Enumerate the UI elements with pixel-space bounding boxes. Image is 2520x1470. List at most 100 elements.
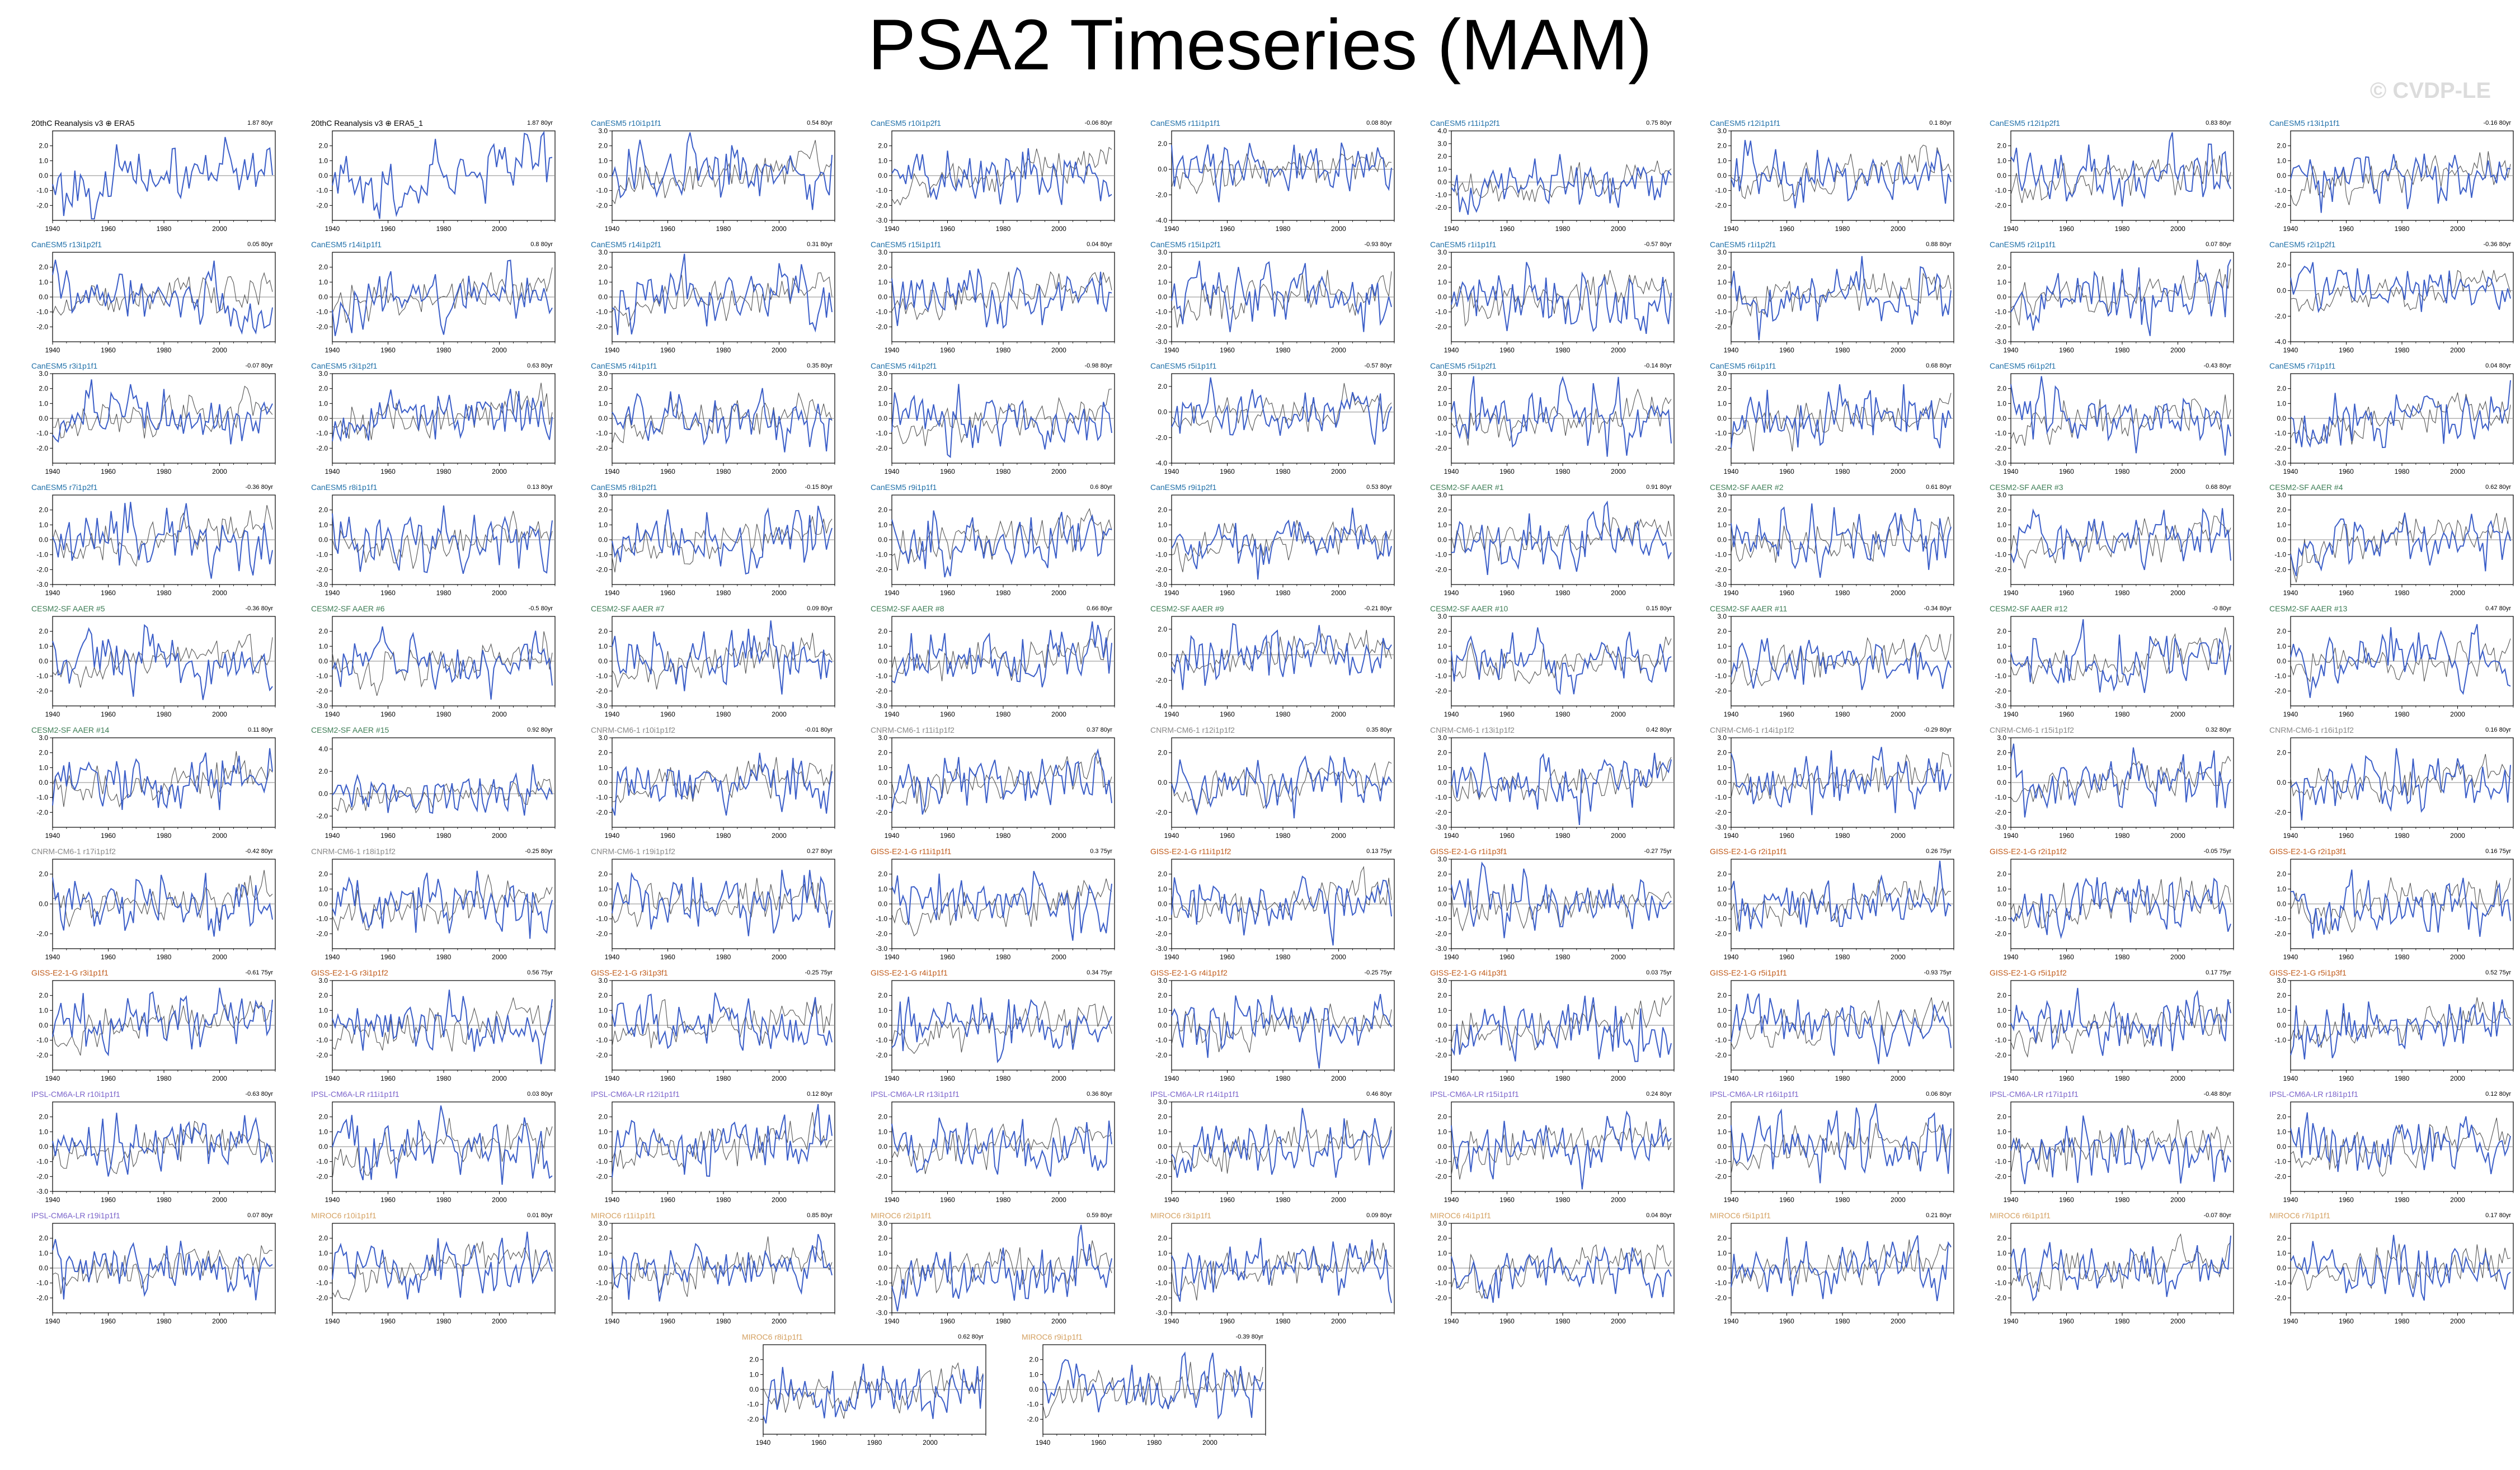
member-series-line <box>332 764 553 816</box>
y-tick-label: -2.0 <box>316 687 328 695</box>
timeseries-panel: CESM2-SF AAER #14 0.11 80yr 3.0 2.0 1.0 0.0 -1… <box>29 724 276 842</box>
y-tick-label: -2.0 <box>596 201 608 209</box>
y-tick-label: -2.0 <box>1715 444 1727 452</box>
y-tick-label: 1.0 <box>1717 1006 1727 1014</box>
panel-plot: 3.0 2.0 1.0 0.0 -1.0 1940 1960 1980 2000 <box>2274 977 2514 1082</box>
x-tick-label: 2000 <box>212 1075 227 1082</box>
reference-series-line <box>612 140 833 205</box>
x-tick-label: 1980 <box>1555 832 1571 840</box>
x-tick-label: 1940 <box>885 1196 900 1204</box>
panel-trend: 0.32 80yr <box>2206 727 2231 733</box>
x-tick-label: 1940 <box>605 225 620 233</box>
panel-trend: 0.03 80yr <box>527 1091 553 1097</box>
y-tick-label: 0.0 <box>1158 651 1167 659</box>
y-tick-label: -3.0 <box>876 945 887 953</box>
panel-title: CanESM5 r10i1p1f1 <box>591 119 662 128</box>
y-tick-label: -2.0 <box>1435 323 1447 331</box>
x-tick-label: 1940 <box>45 832 60 840</box>
y-tick-label: 0.0 <box>1437 293 1447 301</box>
x-tick-label: 2000 <box>1611 832 1626 840</box>
x-tick-label: 1940 <box>1444 1317 1459 1325</box>
x-tick-label: 2000 <box>1611 468 1626 475</box>
member-series-line <box>1451 1246 1672 1303</box>
reference-series-line <box>2010 627 2231 684</box>
x-tick-label: 1960 <box>380 589 396 597</box>
x-tick-label: 1940 <box>885 832 900 840</box>
panel-plot: 3.0 2.0 1.0 0.0 -1.0 -2.0 1940 1960 1980 2000 <box>1435 491 1675 597</box>
y-tick-label: 3.0 <box>598 977 608 984</box>
y-tick-label: 0.0 <box>1717 657 1727 665</box>
panel-trend: -0.06 80yr <box>1084 120 1112 126</box>
timeseries-panel: GISS-E2-1-G r3i1p1f2 0.56 75yr 3.0 2.0 1.0 0.… <box>309 967 556 1085</box>
y-tick-label: -2.0 <box>1027 1415 1038 1423</box>
timeseries-panel: CESM2-SF AAER #5 -0.36 80yr 2.0 1.0 0.0 -1.0 -… <box>29 603 276 720</box>
y-tick-label: 1.0 <box>598 642 608 650</box>
reference-series-line <box>52 751 273 808</box>
y-tick-label: 1.0 <box>39 1128 48 1136</box>
y-tick-label: 2.0 <box>39 628 48 635</box>
x-tick-label: 1940 <box>45 953 60 961</box>
timeseries-panel: CanESM5 r9i1p2f1 0.53 80yr 2.0 1.0 0.0 -1.0 -2… <box>1148 482 1395 599</box>
y-tick-label: 1.0 <box>878 399 887 407</box>
y-tick-label: 0.0 <box>2277 900 2286 908</box>
y-tick-label: -2.0 <box>36 201 48 209</box>
y-tick-label: 3.0 <box>1717 491 1727 499</box>
panel-title: IPSL-CM6A-LR r10i1p1f1 <box>31 1090 120 1099</box>
timeseries-panel: CanESM5 r2i1p2f1 -0.36 80yr 2.0 0.0 -2.0 -4.0… <box>2267 239 2514 356</box>
panel-trend: 0.16 80yr <box>2485 727 2511 733</box>
x-tick-label: 1960 <box>2059 832 2074 840</box>
y-tick-label: 1.0 <box>318 885 328 893</box>
y-tick-label: 3.0 <box>1717 734 1727 742</box>
panel-trend: -0.15 80yr <box>805 484 833 491</box>
y-tick-label: 1.0 <box>318 157 328 164</box>
x-tick-label: 2000 <box>1331 225 1346 233</box>
panel-trend: 0.75 80yr <box>1646 120 1672 126</box>
x-tick-label: 1960 <box>1499 225 1515 233</box>
x-tick-label: 1980 <box>157 346 172 354</box>
reference-series-line <box>1731 1122 1952 1175</box>
y-tick-label: 0.0 <box>1717 1143 1727 1151</box>
x-tick-label: 1960 <box>1220 1075 1235 1082</box>
panel-title: MIROC6 r3i1p1f1 <box>1150 1211 1211 1220</box>
y-tick-label: 0.0 <box>598 1021 608 1029</box>
plot-frame <box>2290 252 2514 342</box>
panel-trend: -0.21 80yr <box>1364 605 1392 612</box>
panel-plot: 2.0 1.0 0.0 -1.0 -2.0 1940 1960 1980 2000 <box>1995 1223 2234 1325</box>
panel-trend: -0.07 80yr <box>245 362 273 369</box>
x-tick-label: 1940 <box>45 468 60 475</box>
x-tick-label: 1940 <box>885 1317 900 1325</box>
timeseries-panel: CNRM-CM6-1 r14i1p1f2 -0.29 80yr 3.0 2.0 1.0 0… <box>1708 724 1954 842</box>
panel-title: GISS-E2-1-G r4i1p1f2 <box>1150 968 1228 977</box>
x-tick-label: 1940 <box>2283 225 2298 233</box>
y-tick-label: -1.0 <box>1027 1401 1038 1408</box>
y-tick-label: 2.0 <box>1437 385 1447 393</box>
y-tick-label: 0.0 <box>1997 900 2006 908</box>
y-tick-label: -2.0 <box>1995 323 2006 331</box>
panel-plot: 2.0 1.0 0.0 -1.0 -2.0 1940 1960 1980 2000 <box>1995 980 2234 1082</box>
panel-plot: 3.0 2.0 1.0 0.0 -1.0 -2.0 1940 1960 1980 2000 <box>596 248 835 354</box>
panel-title: GISS-E2-1-G r11i1p1f2 <box>1150 847 1231 856</box>
x-tick-label: 1980 <box>996 225 1011 233</box>
y-tick-label: -1.0 <box>1715 672 1727 680</box>
member-series-line <box>52 502 273 579</box>
panel-trend: 0.09 80yr <box>1366 1212 1392 1219</box>
y-tick-label: -2.0 <box>1715 930 1727 937</box>
y-tick-label: -2.0 <box>876 201 887 209</box>
y-tick-label: -3.0 <box>316 581 328 588</box>
x-tick-label: 1940 <box>2283 953 2298 961</box>
panel-trend: 0.26 75yr <box>1926 848 1952 855</box>
x-tick-label: 2000 <box>772 1196 787 1204</box>
panel-trend: -0.5 80yr <box>528 605 553 612</box>
y-tick-label: -2.0 <box>1155 1051 1167 1059</box>
x-tick-label: 1940 <box>325 589 340 597</box>
y-tick-label: 0.0 <box>318 1143 328 1151</box>
x-tick-label: 2000 <box>2170 1196 2185 1204</box>
x-tick-label: 1980 <box>157 832 172 840</box>
y-tick-label: -4.0 <box>1155 702 1167 710</box>
x-tick-label: 2000 <box>2170 832 2185 840</box>
y-tick-label: 0.0 <box>598 779 608 786</box>
panel-trend: -0.29 80yr <box>1924 727 1952 733</box>
